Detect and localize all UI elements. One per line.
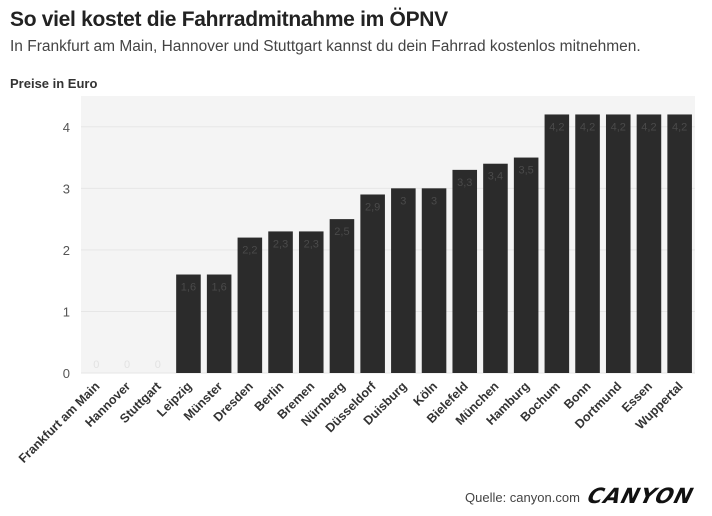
bar: [421, 188, 447, 373]
data-label: 0: [124, 359, 130, 371]
data-label: 3,3: [457, 177, 472, 189]
bar: [667, 114, 692, 373]
bar: [391, 188, 416, 373]
data-label: 4,2: [641, 121, 656, 133]
bar: [605, 114, 631, 373]
bar: [329, 219, 355, 373]
data-label: 2,3: [304, 238, 319, 250]
data-label: 4,2: [672, 121, 687, 133]
bar: [513, 157, 539, 373]
bar: [452, 169, 478, 373]
data-label: 3: [400, 195, 406, 207]
bar: [360, 194, 385, 373]
canyon-logo: CANYON: [582, 484, 699, 508]
y-tick-label: 0: [63, 366, 70, 381]
y-tick-label: 3: [63, 181, 70, 196]
data-label: 3,5: [519, 165, 534, 177]
data-label: 4,2: [611, 121, 626, 133]
data-label: 3,4: [488, 171, 503, 183]
bar: [298, 231, 324, 373]
data-label: 4,2: [549, 121, 564, 133]
data-label: 2,9: [365, 201, 380, 213]
data-label: 2,5: [334, 226, 349, 238]
bar: [483, 163, 508, 373]
chart-subtitle: In Frankfurt am Main, Hannover und Stutt…: [10, 38, 641, 55]
data-label: 0: [155, 359, 161, 371]
bar: [237, 237, 263, 373]
y-axis-label: Preise in Euro: [10, 76, 98, 91]
bar: [575, 114, 600, 373]
y-tick-label: 1: [63, 304, 70, 319]
data-label: 4,2: [580, 121, 595, 133]
y-tick-label: 4: [63, 120, 70, 135]
bar: [636, 114, 662, 373]
data-label: 0: [93, 359, 99, 371]
y-tick-label: 2: [63, 243, 70, 258]
data-label: 2,2: [242, 245, 257, 257]
data-label: 1,6: [212, 282, 227, 294]
chart-title: So viel kostet die Fahrradmitnahme im ÖP…: [10, 8, 448, 31]
data-label: 3: [431, 195, 437, 207]
plot-background: [81, 96, 695, 373]
source-note: Quelle: canyon.com: [465, 490, 580, 505]
bar: [206, 274, 232, 373]
bar: [268, 231, 293, 373]
bar: [176, 274, 201, 373]
data-label: 2,3: [273, 238, 288, 250]
bar: [544, 114, 570, 373]
data-label: 1,6: [181, 282, 196, 294]
